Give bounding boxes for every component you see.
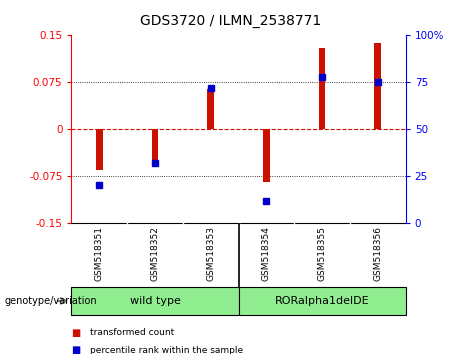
Bar [238,287,406,315]
Text: GSM518353: GSM518353 [206,226,215,281]
Bar [71,287,239,315]
Text: GSM518352: GSM518352 [150,226,160,281]
Bar [374,43,381,129]
Text: genotype/variation: genotype/variation [5,296,97,306]
Text: percentile rank within the sample: percentile rank within the sample [90,346,243,354]
Bar [319,48,325,129]
Text: GSM518351: GSM518351 [95,226,104,281]
Text: transformed count: transformed count [90,328,174,337]
Text: wild type: wild type [130,296,180,306]
Text: GSM518356: GSM518356 [373,226,382,281]
Bar [152,129,159,165]
Bar [96,129,103,170]
Text: GDS3720 / ILMN_2538771: GDS3720 / ILMN_2538771 [140,14,321,28]
Bar [207,88,214,129]
Text: GSM518355: GSM518355 [318,226,327,281]
Text: ■: ■ [71,328,81,338]
Text: GSM518354: GSM518354 [262,226,271,281]
Bar [263,129,270,182]
Text: ■: ■ [71,346,81,354]
Text: RORalpha1delDE: RORalpha1delDE [275,296,369,306]
